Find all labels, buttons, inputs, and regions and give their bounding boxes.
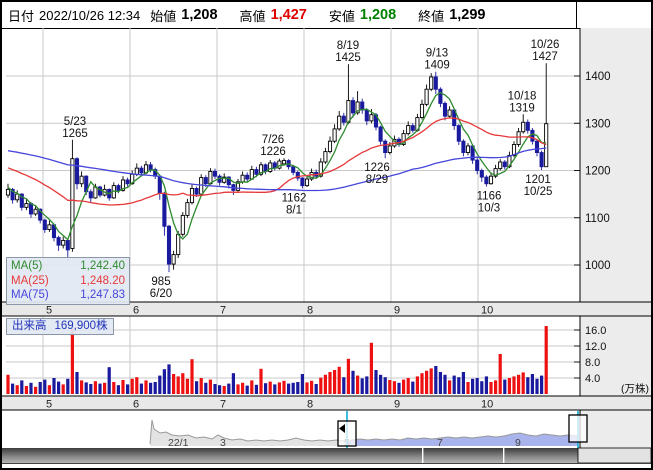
month-tick-label: 5 — [46, 305, 52, 317]
svg-text:10/18: 10/18 — [508, 90, 537, 102]
month-axis-bottom — [2, 396, 651, 410]
svg-text:1201: 1201 — [525, 174, 551, 186]
close-label: 終値 — [418, 8, 445, 24]
low-value: 1,208 — [359, 7, 397, 23]
ma-legend-row: MA(75) 1,247.83 — [11, 288, 125, 303]
ma-legend-value: 1,242.40 — [80, 260, 125, 272]
ma-legend-label: MA(75) — [11, 289, 49, 301]
month-tick-label: 7 — [220, 305, 226, 317]
ma-legend-label: MA(5) — [11, 260, 43, 272]
svg-text:1265: 1265 — [62, 128, 88, 140]
volume-value: 169,900株 — [54, 320, 108, 332]
scrollbar-divider — [422, 448, 424, 463]
date-label: 日付 — [8, 8, 35, 24]
svg-text:8/19: 8/19 — [337, 40, 359, 52]
svg-text:8/29: 8/29 — [366, 174, 388, 186]
volume-tick-label: 12.0 — [585, 341, 606, 353]
price-tick-label: 1100 — [585, 213, 610, 225]
price-tick-label: 1200 — [585, 166, 611, 178]
svg-text:1226: 1226 — [260, 146, 286, 158]
volume-bars — [6, 326, 548, 394]
nav-month-label: 7 — [437, 437, 443, 449]
month-tick-label: 10 — [481, 399, 493, 411]
ma-legend: MA(5) 1,242.40 MA(25) 1,248.20 MA(75) 1,247.8… — [6, 257, 130, 305]
price-tick-label: 1300 — [585, 118, 611, 130]
svg-text:8/1: 8/1 — [286, 204, 302, 216]
axis-strip — [580, 28, 651, 461]
month-tick-label: 6 — [133, 305, 139, 317]
svg-text:985: 985 — [151, 276, 170, 288]
volume-tick-label: 8.0 — [585, 357, 600, 369]
nav-month-label: 22/1 — [168, 437, 189, 449]
ma5-line — [7, 91, 547, 241]
open-value: 1,208 — [181, 7, 218, 23]
ma-legend-row: MA(5) 1,242.40 — [11, 259, 125, 274]
nav-selected-range[interactable] — [347, 433, 578, 446]
quote-info-bar: 日付 2022/10/26 12:34 始値 1,208 高値 1,427 安値… — [2, 2, 651, 29]
month-tick-label: 7 — [220, 399, 226, 411]
high-label: 高値 — [239, 8, 266, 24]
nav-month-label: 3 — [220, 437, 226, 449]
month-tick-label: 10 — [481, 305, 493, 317]
month-tick-label: 5 — [46, 399, 52, 411]
svg-text:1319: 1319 — [509, 102, 535, 114]
svg-text:10/3: 10/3 — [478, 203, 500, 215]
volume-unit-label: (万株) — [621, 382, 649, 395]
ma-legend-row: MA(25) 1,248.20 — [11, 274, 125, 289]
svg-text:1425: 1425 — [335, 52, 361, 64]
price-tick-label: 1000 — [585, 260, 611, 272]
volume-tick-label: 4.0 — [585, 373, 600, 385]
svg-text:1427: 1427 — [532, 51, 558, 63]
svg-text:9/13: 9/13 — [426, 48, 448, 60]
svg-text:1409: 1409 — [424, 60, 450, 72]
volume-label: 出来高 — [12, 320, 47, 332]
month-tick-label: 8 — [307, 305, 313, 317]
high-value: 1,427 — [270, 7, 307, 23]
ma75-line — [7, 147, 547, 192]
open-label: 始値 — [150, 8, 177, 24]
svg-text:6/20: 6/20 — [150, 288, 172, 300]
month-tick-label: 6 — [133, 399, 139, 411]
nav-right-handle[interactable] — [568, 414, 588, 443]
svg-text:10/26: 10/26 — [531, 39, 560, 51]
scrollbar-thumb[interactable] — [2, 448, 578, 463]
svg-text:1226: 1226 — [364, 162, 390, 174]
svg-text:1166: 1166 — [477, 191, 502, 203]
ma-legend-value: 1,247.83 — [80, 289, 125, 301]
month-tick-label: 8 — [307, 399, 313, 411]
ma-legend-label: MA(25) — [11, 274, 49, 287]
price-tick-label: 1400 — [585, 71, 611, 83]
volume-tick-label: 16.0 — [585, 325, 606, 337]
nav-left-handle[interactable] — [337, 420, 357, 447]
svg-text:1162: 1162 — [282, 192, 307, 204]
nav-month-label: 9 — [515, 437, 521, 449]
month-tick-label: 9 — [394, 399, 400, 411]
scrollbar-track[interactable] — [577, 447, 651, 464]
svg-text:7/26: 7/26 — [262, 134, 284, 146]
date-value: 2022/10/26 12:34 — [39, 7, 141, 23]
ma-legend-value: 1,248.20 — [80, 274, 125, 287]
left-arrow-icon — [339, 424, 345, 433]
month-tick-label: 9 — [394, 305, 400, 317]
chart-canvas: 5 6 7 8 9 10 5 6 7 8 9 10 1400 1300 1200 1100 1000 16.0 12… — [2, 28, 651, 464]
scrollbar-divider — [503, 448, 505, 463]
svg-text:10/25: 10/25 — [524, 186, 553, 198]
low-label: 安値 — [328, 8, 355, 24]
close-value: 1,299 — [449, 7, 486, 23]
info-bar-divider — [576, 2, 577, 28]
month-axis-top — [2, 302, 651, 316]
volume-label-box: 出来高 169,900株 — [6, 318, 114, 335]
svg-text:5/23: 5/23 — [64, 116, 86, 128]
